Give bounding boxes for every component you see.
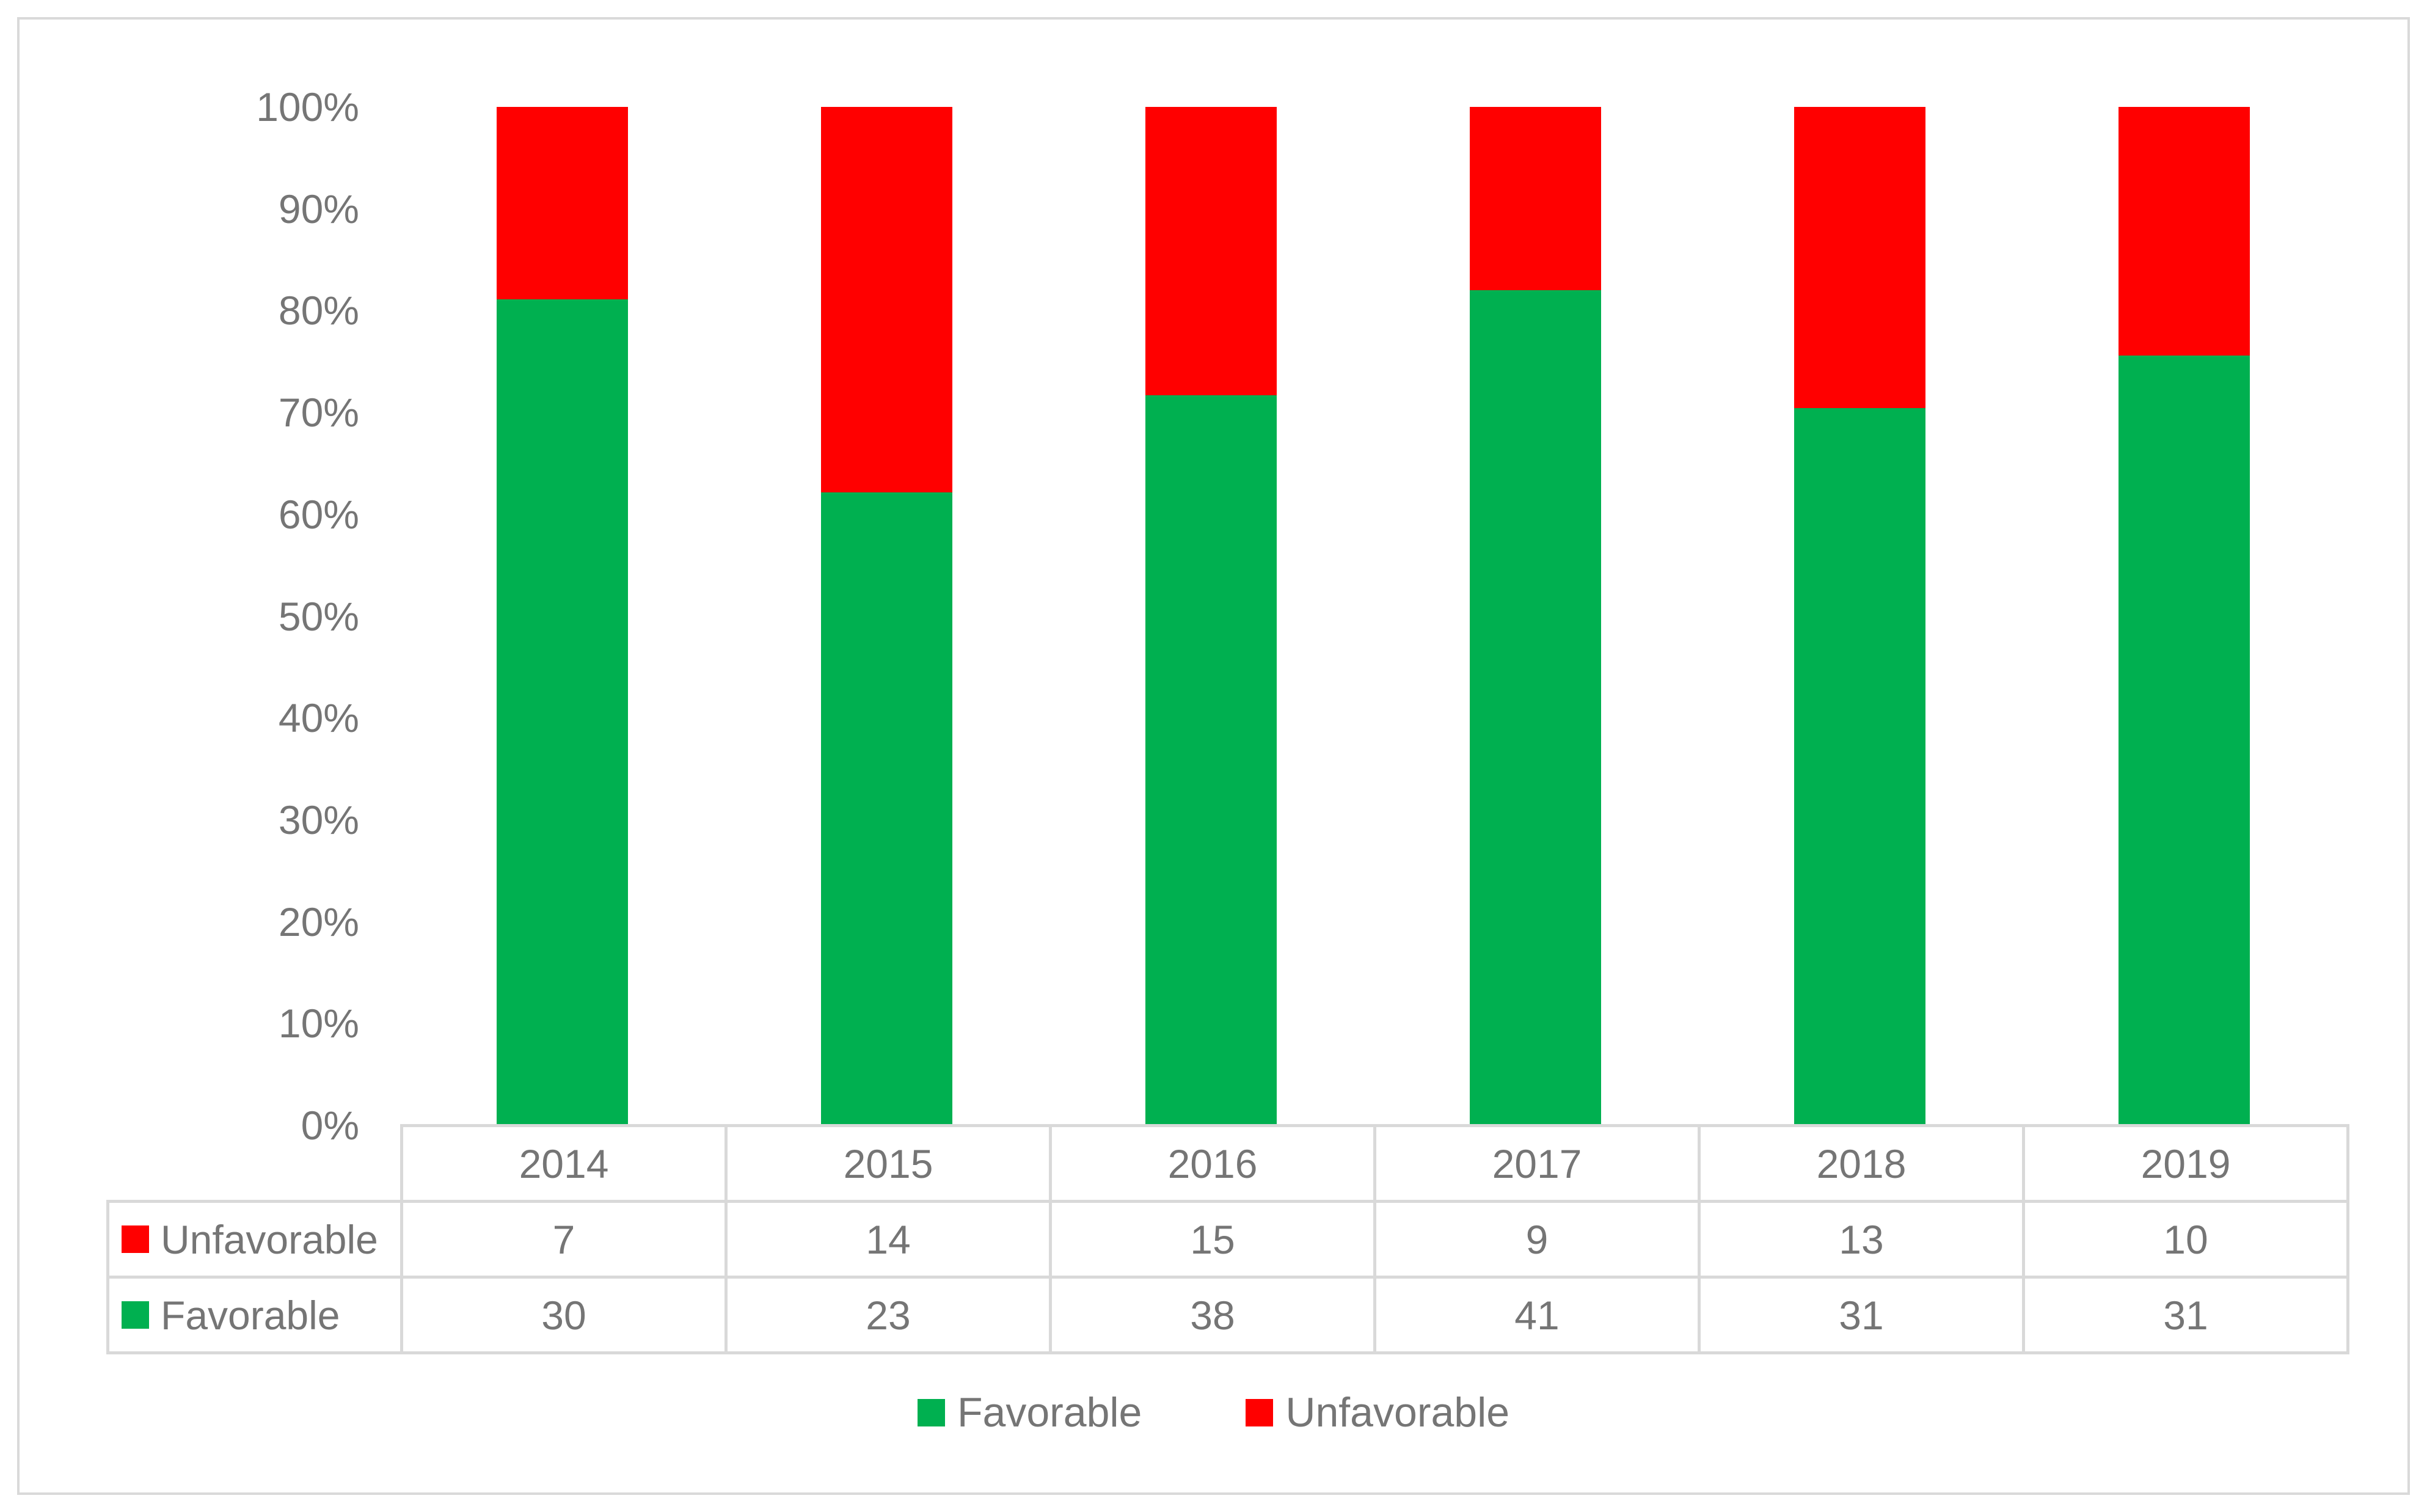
- y-axis-tick-label: 60%: [278, 491, 359, 537]
- bar-segment-unfavorable-2016: [1145, 107, 1277, 395]
- table-row-years: 2014 2015 2016 2017 2018 2019: [108, 1124, 2349, 1203]
- bar-segment-unfavorable-2019: [2119, 107, 2250, 356]
- bar-segment-unfavorable-2017: [1470, 107, 1601, 291]
- table-series-label: Unfavorable: [109, 1216, 400, 1263]
- table-value-cell: 38: [1049, 1276, 1376, 1354]
- y-axis-tick-label: 80%: [278, 288, 359, 334]
- y-axis-tick-label: 10%: [278, 1001, 359, 1046]
- favorable-legend-key-icon: [917, 1398, 945, 1426]
- stacked-bar-2019: [2119, 107, 2250, 1125]
- table-value-cell: 9: [1373, 1200, 1701, 1279]
- table-series-label-cell: Unfavorable: [106, 1200, 403, 1279]
- bar-column-2015: [724, 107, 1049, 1125]
- table-value-cell: 13: [1698, 1200, 2025, 1279]
- unfavorable-legend-key-icon: [1246, 1398, 1274, 1426]
- table-value-cell: 23: [724, 1276, 1052, 1354]
- legend-label: Unfavorable: [1285, 1389, 1510, 1436]
- table-series-label-cell: Favorable: [106, 1276, 403, 1354]
- bar-segment-favorable-2017: [1470, 290, 1601, 1125]
- y-axis-tick-label: 20%: [278, 899, 359, 944]
- table-value-cell: 14: [724, 1200, 1052, 1279]
- legend-item-unfavorable: Unfavorable: [1246, 1392, 1509, 1433]
- y-axis-tick-label: 70%: [278, 390, 359, 436]
- bar-segment-favorable-2016: [1145, 395, 1277, 1125]
- table-year-header: 2014: [400, 1124, 728, 1203]
- table-series-label: Favorable: [109, 1292, 400, 1339]
- series-label-text: Favorable: [161, 1292, 340, 1338]
- y-axis: 0% 10% 20% 30% 40% 50% 60% 70% 80% 90% 100%: [153, 0, 359, 1512]
- table-year-header: 2019: [2022, 1124, 2349, 1203]
- table-year-header: 2017: [1373, 1124, 1701, 1203]
- stacked-bar-2018: [1794, 107, 1925, 1125]
- table-row-favorable: Favorable 30 23 38 41 31 31: [106, 1276, 2349, 1354]
- legend-item-favorable: Favorable: [917, 1389, 1142, 1436]
- table-value-cell: 31: [1698, 1276, 2025, 1354]
- stacked-bar-2014: [497, 107, 628, 1125]
- table-year-header: 2016: [1049, 1124, 1376, 1203]
- y-axis-tick-label: 0%: [301, 1103, 359, 1148]
- bar-segment-unfavorable-2018: [1794, 107, 1925, 408]
- table-blank-cell: [108, 1126, 402, 1202]
- table-year-header: 2018: [1698, 1124, 2025, 1203]
- bar-column-2018: [1698, 107, 2022, 1125]
- table-value-cell: 31: [2022, 1276, 2349, 1354]
- y-axis-tick-label: 30%: [278, 797, 359, 842]
- table-value-cell: 30: [400, 1276, 728, 1354]
- y-axis-tick-label: 40%: [278, 695, 359, 741]
- plot-area: [400, 107, 2346, 1125]
- table-value-cell: 41: [1373, 1276, 1701, 1354]
- y-axis-tick-label: 100%: [256, 84, 359, 130]
- bar-column-2014: [400, 107, 724, 1125]
- table-value-cell: 15: [1049, 1200, 1376, 1279]
- table-value-cell: 10: [2022, 1200, 2349, 1279]
- chart-legend: Favorable Unfavorable: [20, 1392, 2407, 1433]
- bar-segment-favorable-2014: [497, 299, 628, 1125]
- bar-column-2019: [2022, 107, 2346, 1125]
- y-axis-tick-label: 90%: [278, 186, 359, 232]
- bar-segment-favorable-2015: [821, 492, 952, 1125]
- table-year-header: 2015: [724, 1124, 1052, 1203]
- bar-segment-unfavorable-2015: [821, 107, 952, 492]
- bar-segment-unfavorable-2014: [497, 107, 628, 300]
- stacked-bar-2017: [1470, 107, 1601, 1125]
- unfavorable-key-icon: [122, 1225, 149, 1253]
- stacked-bar-2015: [821, 107, 952, 1125]
- data-table: 2014 2015 2016 2017 2018 2019 Unfavorable 7 14 15…: [106, 1124, 2349, 1354]
- stacked-bar-2016: [1145, 107, 1277, 1125]
- favorable-key-icon: [122, 1301, 149, 1329]
- legend-label: Favorable: [957, 1389, 1142, 1436]
- bar-column-2016: [1049, 107, 1373, 1125]
- y-axis-tick-label: 50%: [278, 593, 359, 639]
- bar-column-2017: [1373, 107, 1698, 1125]
- bar-segment-favorable-2019: [2119, 355, 2250, 1125]
- series-label-text: Unfavorable: [161, 1216, 378, 1262]
- table-value-cell: 7: [400, 1200, 728, 1279]
- table-row-unfavorable: Unfavorable 7 14 15 9 13 10: [106, 1200, 2349, 1279]
- data-table-body: 2014 2015 2016 2017 2018 2019 Unfavorable 7 14 15…: [106, 1124, 2349, 1354]
- bar-segment-favorable-2018: [1794, 407, 1925, 1125]
